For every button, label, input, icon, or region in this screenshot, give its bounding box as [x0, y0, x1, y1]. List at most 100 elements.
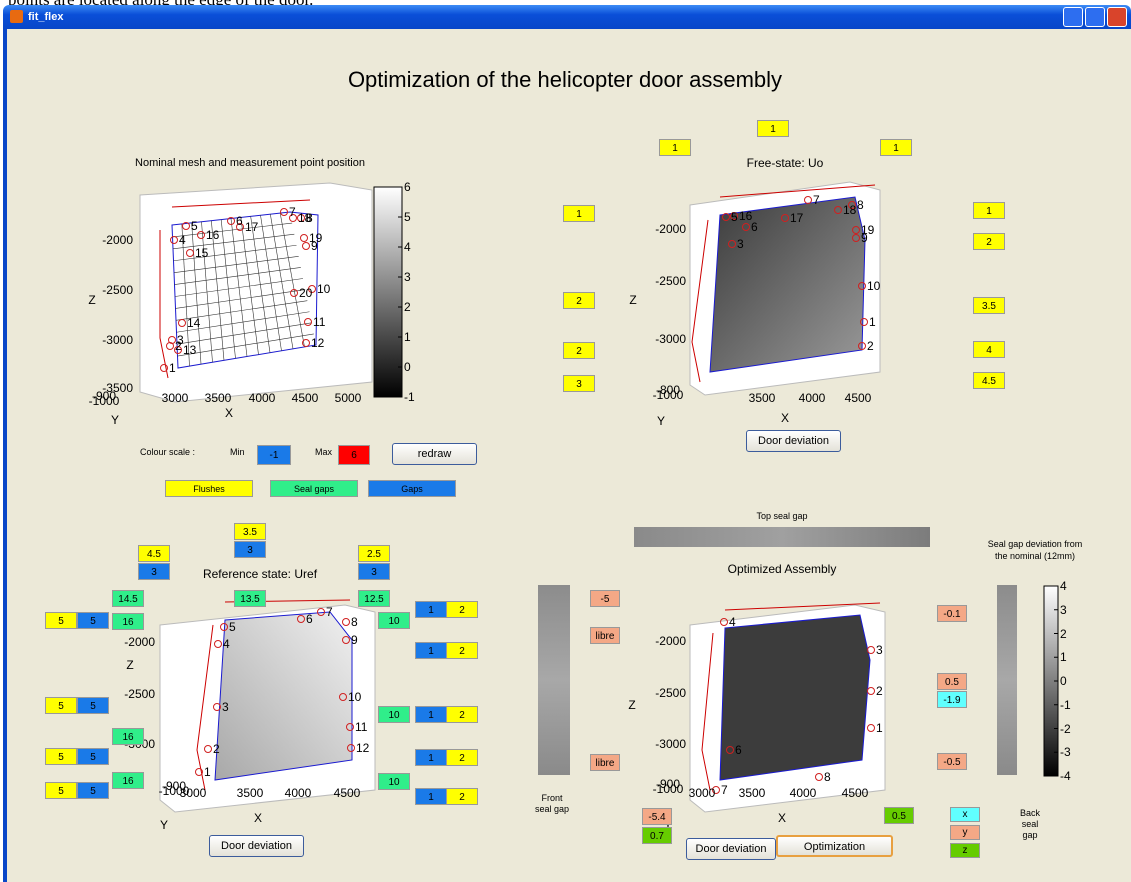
x-tick-label: 3000	[161, 391, 189, 405]
reference-box: 5	[45, 782, 77, 799]
max-input[interactable]: 6	[338, 445, 370, 465]
y-tick-label: -800	[655, 383, 681, 397]
measurement-point	[858, 282, 866, 290]
close-button[interactable]	[1107, 7, 1127, 27]
reference-box: 3	[358, 563, 390, 580]
measurement-point	[712, 786, 720, 794]
colorbar	[373, 186, 403, 398]
redraw-button[interactable]: redraw	[392, 443, 477, 465]
app-icon	[10, 10, 23, 23]
x-tick-label: 3500	[748, 391, 776, 405]
reference-box: 2	[446, 642, 478, 659]
colorbar-tick-label: 2	[1060, 626, 1067, 641]
colorbar-tick-label: 0	[404, 360, 411, 374]
measurement-point	[867, 646, 875, 654]
y-tick-label: -1000	[652, 782, 684, 796]
point-label: 1	[869, 315, 876, 329]
back-seal-gap-label: Back seal gap	[1019, 808, 1040, 840]
measurement-point	[280, 208, 288, 216]
point-label: 16	[739, 209, 753, 223]
x-tick-label: 4000	[248, 391, 276, 405]
point-label: 12	[356, 741, 370, 755]
x-tick-label: 4500	[841, 786, 869, 800]
y-axis-label: Y	[656, 414, 666, 428]
measurement-point	[220, 623, 228, 631]
measurement-point	[317, 608, 325, 616]
door-surface	[719, 614, 871, 781]
mesh-line	[279, 213, 305, 347]
colorbar-tick-label: -3	[1060, 745, 1071, 760]
measurement-point	[722, 213, 730, 221]
point-label: 7	[289, 205, 296, 219]
point-label: 15	[195, 246, 209, 260]
z-tick-label: -2000	[655, 634, 686, 648]
action-button[interactable]: Door deviation	[209, 835, 304, 857]
minimize-button[interactable]	[1063, 7, 1083, 27]
y-tick-label: -900	[655, 777, 681, 791]
measurement-point	[174, 346, 182, 354]
x-tick-label: 3500	[738, 786, 766, 800]
colorbar-tick-label: 1	[1060, 650, 1067, 665]
measurement-point	[302, 242, 310, 250]
x-axis-label: X	[253, 811, 263, 825]
measurement-point	[848, 201, 856, 209]
mesh-line	[177, 333, 314, 357]
reference-box: 3.5	[234, 523, 266, 540]
action-button[interactable]: Optimization	[776, 835, 893, 857]
plot-title: Nominal mesh and measurement point posit…	[135, 157, 365, 169]
measurement-point	[852, 226, 860, 234]
min-input[interactable]: -1	[257, 445, 291, 465]
action-button[interactable]: Door deviation	[746, 430, 841, 452]
point-label: 16	[206, 228, 220, 242]
x-tick-label: 3500	[236, 786, 264, 800]
z-tick-label: -2500	[655, 686, 686, 700]
reference-box: 1	[415, 788, 447, 805]
point-label: 18	[843, 203, 857, 217]
colorbar-tick-label: 6	[404, 180, 411, 194]
point-label: 3	[876, 643, 883, 657]
maximize-button[interactable]	[1085, 7, 1105, 27]
flush-box: 2	[563, 342, 595, 359]
z-tick-label: -2500	[655, 274, 686, 288]
reference-box: 14.5	[112, 590, 144, 607]
measurement-point	[300, 234, 308, 242]
colorbar-tick-label: 1	[404, 330, 411, 344]
door-surface	[214, 611, 353, 781]
plot-title: Reference state: Uref	[202, 567, 318, 581]
legend-box: Flushes	[165, 480, 253, 497]
point-label: 7	[326, 605, 333, 619]
action-button[interactable]: Door deviation	[686, 838, 776, 860]
measurement-point	[170, 236, 178, 244]
legend-box: Seal gaps	[270, 480, 358, 497]
measurement-point	[227, 217, 235, 225]
z-tick-label: -3000	[655, 737, 686, 751]
point-label: 8	[857, 198, 864, 212]
reference-box: 10	[378, 612, 410, 629]
flush-box: 1	[880, 139, 912, 156]
point-label: 2	[175, 339, 182, 353]
point-label: 3	[737, 237, 744, 251]
measurement-point	[728, 240, 736, 248]
point-label: 8	[351, 615, 358, 629]
y-tick-label: -1000	[158, 784, 190, 798]
measurement-point	[304, 318, 312, 326]
z-tick-label: -2000	[102, 233, 133, 247]
colorbar-tick-label: -1	[404, 390, 415, 404]
z-tick-label: -3500	[102, 381, 133, 395]
point-label: 9	[311, 239, 318, 253]
plot-title: Free-state: Uo	[746, 156, 824, 170]
z-tick-label: -2500	[102, 283, 133, 297]
point-label: 6	[735, 743, 742, 757]
measurement-point	[186, 249, 194, 257]
point-label: 5	[731, 210, 738, 224]
colorbar-tick-label: 4	[404, 240, 411, 254]
z-tick-label: -3000	[655, 332, 686, 346]
measurement-point	[195, 768, 203, 776]
point-label: 4	[729, 615, 736, 629]
point-label: 13	[183, 343, 197, 357]
measurement-point	[815, 773, 823, 781]
x-tick-label: 4000	[798, 391, 826, 405]
x-tick-label: 4000	[789, 786, 817, 800]
point-label: 2	[867, 339, 874, 353]
x-tick-label: 3500	[204, 391, 232, 405]
